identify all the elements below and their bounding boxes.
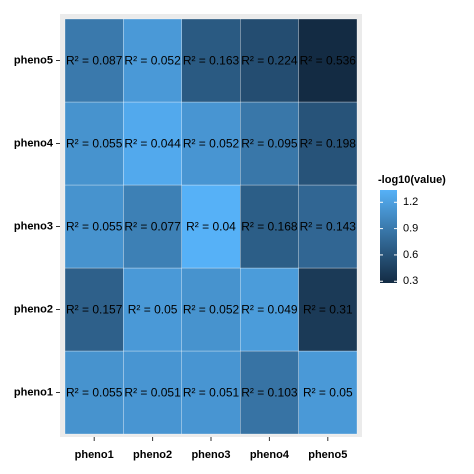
heatmap-cell bbox=[240, 267, 299, 352]
cell-label: R² = 0.05 bbox=[128, 303, 178, 317]
heatmap-cell bbox=[298, 101, 358, 186]
heatmap-cell bbox=[298, 18, 358, 103]
heatmap-cell bbox=[298, 267, 358, 352]
heatmap-cell bbox=[123, 267, 182, 352]
cell-label: R² = 0.052 bbox=[183, 137, 240, 151]
heatmap-cell bbox=[298, 184, 358, 269]
heatmap-cell bbox=[64, 350, 124, 435]
cell-label: R² = 0.044 bbox=[124, 137, 181, 151]
x-tick-label: pheno2 bbox=[133, 449, 172, 461]
heatmap-cell bbox=[240, 18, 299, 103]
cell-label: R² = 0.157 bbox=[66, 303, 123, 317]
y-tick-label: pheno5 bbox=[14, 54, 53, 66]
heatmap-cell bbox=[64, 267, 124, 352]
heatmap-cell bbox=[64, 101, 124, 186]
cell-label: R² = 0.31 bbox=[303, 303, 353, 317]
cell-label: R² = 0.049 bbox=[241, 303, 298, 317]
cell-label: R² = 0.087 bbox=[66, 54, 123, 68]
colorbar-label: 1.2 bbox=[403, 196, 418, 208]
colorbar-label: 0.3 bbox=[403, 275, 418, 287]
cell-label: R² = 0.224 bbox=[241, 54, 298, 68]
cell-label: R² = 0.077 bbox=[124, 220, 181, 234]
y-tick-label: pheno2 bbox=[14, 303, 53, 315]
cell-label: R² = 0.536 bbox=[300, 54, 357, 68]
heatmap-cell bbox=[64, 184, 124, 269]
cell-label: R² = 0.168 bbox=[241, 220, 298, 234]
heatmap-cell bbox=[123, 101, 182, 186]
heatmap-cell bbox=[181, 267, 241, 352]
y-tick-label: pheno1 bbox=[14, 386, 53, 398]
colorbar-label: 0.9 bbox=[403, 223, 418, 235]
x-tick-label: pheno4 bbox=[250, 449, 290, 461]
heatmap-cell bbox=[181, 18, 241, 103]
cell-label: R² = 0.055 bbox=[66, 220, 123, 234]
heatmap-cell bbox=[298, 350, 358, 435]
heatmap-cell bbox=[240, 184, 299, 269]
cell-label: R² = 0.095 bbox=[241, 137, 298, 151]
y-tick-label: pheno3 bbox=[14, 220, 53, 232]
x-tick-label: pheno5 bbox=[308, 449, 347, 461]
cell-label: R² = 0.051 bbox=[124, 386, 181, 400]
cell-label: R² = 0.05 bbox=[303, 386, 353, 400]
heatmap-cell bbox=[123, 184, 182, 269]
heatmap-cell bbox=[123, 18, 182, 103]
cell-label: R² = 0.198 bbox=[300, 137, 357, 151]
x-tick-label: pheno3 bbox=[191, 449, 230, 461]
cell-label: R² = 0.163 bbox=[183, 54, 240, 68]
colorbar bbox=[380, 190, 397, 283]
cell-label: R² = 0.052 bbox=[124, 54, 181, 68]
legend-title: -log10(value) bbox=[378, 174, 446, 186]
x-tick-label: pheno1 bbox=[75, 449, 114, 461]
heatmap-cell bbox=[64, 18, 124, 103]
cell-label: R² = 0.04 bbox=[186, 220, 236, 234]
cell-label: R² = 0.052 bbox=[183, 303, 240, 317]
heatmap-cell bbox=[240, 101, 299, 186]
heatmap-cell bbox=[181, 101, 241, 186]
cell-label: R² = 0.051 bbox=[183, 386, 240, 400]
heatmap-cell bbox=[181, 184, 241, 269]
y-tick-label: pheno4 bbox=[14, 137, 54, 149]
cell-label: R² = 0.055 bbox=[66, 386, 123, 400]
cell-label: R² = 0.055 bbox=[66, 137, 123, 151]
colorbar-label: 0.6 bbox=[403, 249, 418, 261]
heatmap-cell bbox=[240, 350, 299, 435]
heatmap-cell bbox=[181, 350, 241, 435]
cell-label: R² = 0.143 bbox=[300, 220, 357, 234]
cell-label: R² = 0.103 bbox=[241, 386, 298, 400]
